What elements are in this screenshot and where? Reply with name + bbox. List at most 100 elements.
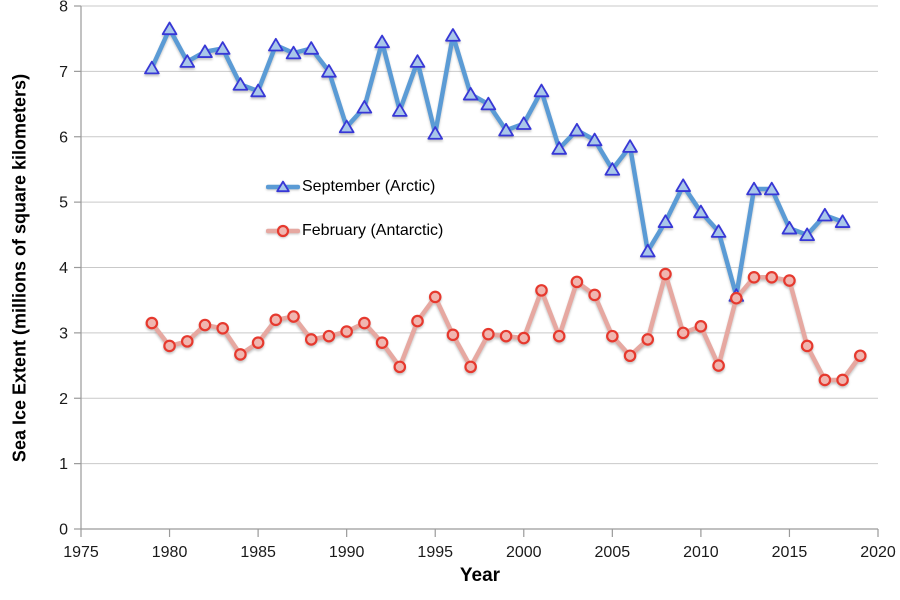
marker-september-arctic-1981 — [179, 54, 196, 68]
marker-september-arctic-2005 — [604, 162, 621, 176]
y-tick-label-5: 5 — [59, 195, 68, 212]
marker-february-antarctic-1984 — [234, 348, 247, 361]
marker-september-arctic-2018 — [834, 214, 851, 228]
y-tick-label-4: 4 — [59, 260, 68, 277]
legend-sample-september-line-triangle-icon — [266, 180, 300, 193]
x-tick-label-2015: 2015 — [772, 544, 808, 561]
marker-february-antarctic-2007 — [641, 333, 655, 346]
legend-sample-february-line-circle-icon — [266, 224, 300, 238]
marker-september-arctic-2004 — [586, 132, 603, 147]
marker-september-arctic-2002 — [551, 141, 567, 155]
marker-february-antarctic-2010 — [694, 320, 708, 333]
x-axis-title: Year — [459, 565, 501, 586]
marker-february-antarctic-1999 — [499, 329, 513, 343]
x-tick-label-2010: 2010 — [683, 544, 719, 561]
marker-september-arctic-2000 — [515, 116, 532, 130]
y-tick-label-3: 3 — [59, 325, 68, 342]
marker-february-antarctic-2017 — [818, 373, 832, 387]
x-tick-label-2000: 2000 — [506, 544, 542, 561]
legend-item-february-antarctic: February (Antarctic) — [266, 221, 443, 241]
line-february-antarctic — [149, 271, 863, 383]
marker-september-arctic-1979 — [144, 60, 160, 75]
marker-september-arctic-1997 — [462, 86, 479, 101]
marker-september-arctic-1999 — [498, 122, 514, 137]
marker-february-antarctic-1992 — [375, 336, 389, 349]
marker-september-arctic-1986 — [268, 37, 284, 52]
x-tick-label-1990: 1990 — [329, 544, 365, 561]
marker-september-arctic-1987 — [285, 45, 302, 60]
y-tick-label-1: 1 — [59, 456, 68, 473]
series-february-antarctic — [145, 267, 867, 387]
marker-september-arctic-1998 — [480, 96, 497, 111]
marker-september-arctic-2011 — [710, 224, 727, 238]
marker-september-arctic-1995 — [427, 126, 444, 140]
marker-september-arctic-2001 — [533, 83, 550, 98]
marker-september-arctic-2008 — [657, 214, 674, 228]
x-tick-label-2020: 2020 — [860, 544, 896, 561]
y-axis-title: Sea Ice Extent (millions of square kilom… — [9, 73, 30, 463]
marker-september-arctic-2015 — [781, 220, 798, 235]
x-tick-label-1985: 1985 — [240, 544, 276, 561]
marker-february-antarctic-1998 — [482, 327, 495, 341]
marker-february-antarctic-1997 — [464, 360, 477, 374]
marker-february-antarctic-2001 — [535, 284, 548, 297]
marker-february-antarctic-2003 — [570, 275, 584, 289]
marker-february-antarctic-2005 — [606, 329, 619, 343]
marker-february-antarctic-2012 — [730, 291, 743, 305]
marker-september-arctic-2016 — [799, 227, 815, 242]
marker-september-arctic-2014 — [763, 181, 780, 196]
marker-september-arctic-2003 — [569, 122, 585, 137]
y-tick-label-2: 2 — [59, 391, 68, 408]
y-tick-label-6: 6 — [59, 129, 68, 146]
marker-february-antarctic-1990 — [340, 325, 353, 338]
y-tick-label-8: 8 — [59, 0, 68, 16]
legend-label-february-antarctic: February (Antarctic) — [302, 222, 444, 239]
marker-february-antarctic-1991 — [358, 316, 371, 330]
marker-february-antarctic-2013 — [747, 271, 761, 284]
marker-february-antarctic-2019 — [853, 349, 867, 363]
marker-february-antarctic-1979 — [145, 316, 159, 330]
marker-september-arctic-1994 — [409, 54, 426, 68]
marker-february-antarctic-1985 — [251, 336, 265, 349]
marker-september-arctic-2007 — [639, 243, 656, 258]
marker-september-arctic-1983 — [214, 41, 231, 55]
marker-september-arctic-1990 — [338, 119, 355, 134]
x-tick-label-1995: 1995 — [417, 544, 453, 561]
marker-september-arctic-1980 — [161, 21, 178, 36]
x-tick-label-1975: 1975 — [63, 544, 99, 561]
x-tick-label-2005: 2005 — [595, 544, 631, 561]
marker-september-arctic-2009 — [675, 178, 691, 192]
marker-september-arctic-1985 — [250, 83, 266, 98]
marker-february-antarctic-1988 — [304, 333, 318, 346]
y-tick-label-7: 7 — [59, 64, 68, 81]
marker-february-antarctic-1983 — [216, 321, 229, 335]
marker-september-arctic-1991 — [356, 100, 373, 114]
marker-february-antarctic-2004 — [588, 288, 601, 302]
marker-february-antarctic-1996 — [446, 328, 460, 342]
marker-february-antarctic-1980 — [163, 339, 176, 353]
marker-february-antarctic-2018 — [836, 373, 849, 387]
marker-september-arctic-1992 — [374, 34, 390, 49]
series-september-arctic — [144, 21, 851, 302]
marker-september-arctic-2010 — [693, 204, 709, 219]
marker-february-antarctic-2009 — [676, 326, 690, 340]
x-tick-label-1980: 1980 — [152, 544, 188, 561]
marker-february-antarctic-1989 — [322, 329, 336, 343]
marker-february-antarctic-1993 — [393, 360, 407, 374]
marker-february-antarctic-2014 — [765, 271, 779, 284]
marker-september-arctic-1988 — [303, 41, 320, 55]
marker-february-antarctic-1995 — [428, 290, 442, 304]
marker-september-arctic-2017 — [817, 207, 833, 222]
marker-february-antarctic-1986 — [269, 313, 283, 327]
marker-september-arctic-1989 — [321, 64, 337, 78]
marker-september-arctic-1993 — [392, 103, 408, 117]
marker-february-antarctic-2015 — [783, 274, 796, 287]
line-september-arctic — [149, 26, 845, 298]
marker-february-antarctic-2008 — [659, 267, 672, 281]
marker-february-antarctic-2006 — [623, 349, 637, 363]
marker-february-antarctic-1981 — [180, 335, 194, 348]
marker-february-antarctic-1987 — [287, 310, 300, 323]
marker-september-arctic-2006 — [622, 139, 638, 153]
